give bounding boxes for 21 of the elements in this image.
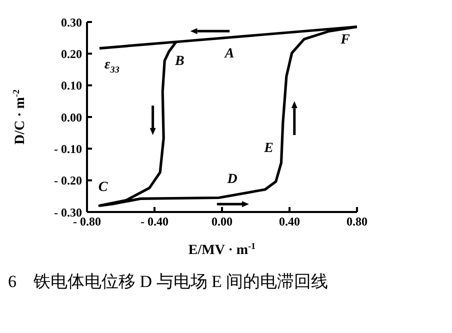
annotation: B	[174, 54, 184, 70]
y-tick-label: 0.10	[61, 78, 82, 93]
annotation: ε$_{33}$	[104, 58, 120, 74]
annotation: A	[224, 46, 234, 62]
x-tick-label: 0.80	[346, 214, 368, 229]
y-tick-label: 0.20	[61, 46, 82, 61]
x-tick-label: - 0.40	[140, 214, 168, 229]
text: 6 铁电体电位移 D 与电场 E 间的电滞回线	[8, 271, 330, 293]
x-tick-label: 0.00	[212, 214, 232, 229]
y-tick-label: - 0.10	[54, 142, 82, 156]
y-tick-label: 0.00	[61, 110, 82, 124]
y-tick-label: - 0.30	[54, 205, 82, 220]
y-tick-label: 0.30	[61, 15, 82, 30]
annotation: D	[226, 172, 238, 188]
annotation: E	[263, 141, 274, 156]
line-series	[98, 25, 357, 207]
y-tick-label: - 0.20	[54, 174, 82, 188]
x-tick-label: 0.40	[279, 214, 300, 229]
annotation: C	[98, 180, 108, 196]
annotation: F	[340, 32, 351, 48]
x-axis-title: E/MV · m$^{-1}$	[188, 241, 256, 258]
